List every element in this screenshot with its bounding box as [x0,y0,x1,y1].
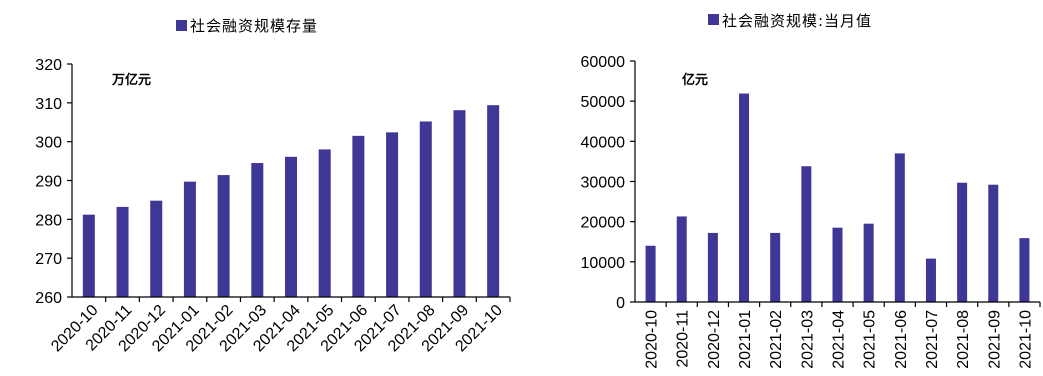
bar [801,166,812,302]
y-tick-label: 20000 [581,215,626,232]
x-tick-label: 2021-04 [831,310,848,369]
bar [863,223,874,302]
x-tick-label: 2021-01 [737,310,754,369]
bar [183,181,196,297]
unit-label: 万亿元 [111,72,151,88]
bar [487,105,500,297]
y-tick-label: 320 [35,57,62,74]
bar [1019,238,1030,302]
x-tick-label: 2021-06 [893,310,910,369]
bar [988,184,999,302]
bar [832,227,843,302]
monthly-chart: 社会融资规模:当月值 亿元 0 10000 20000 30000 40000 50000… [581,12,1041,369]
y-tick-label: 50000 [581,94,626,111]
bar [251,163,264,297]
bar [116,206,129,297]
x-tick-label: 2021-02 [768,310,785,369]
y-tick-label: 0 [616,295,625,312]
bar [453,110,466,297]
x-tick-label: 2021-09 [986,310,1003,369]
bar [676,216,687,302]
bar [285,156,297,297]
y-tick-label: 300 [35,135,62,152]
y-tick-label: 60000 [581,54,626,71]
bar [352,135,365,297]
bar [419,121,432,298]
legend-label: 社会融资规模存量 [190,17,318,35]
x-tick-label: 2021-08 [955,310,972,369]
x-tick-label: 2021-07 [924,310,941,369]
y-tick-label: 260 [35,290,62,307]
bar [739,93,750,302]
legend-swatch [708,14,719,25]
y-tick-label: 280 [35,212,62,229]
bar [770,232,781,302]
bar [707,232,718,302]
bar [217,175,230,297]
y-tick-label: 10000 [581,255,626,272]
y-tick-label: 310 [35,96,62,113]
bar [386,132,399,297]
unit-label: 亿元 [682,72,708,88]
bar [925,258,936,302]
y-tick-label: 270 [35,251,62,268]
bar [894,153,905,302]
bar [957,182,968,302]
x-tick-label: 2021-10 [1017,310,1034,369]
bar [82,214,95,297]
legend-label: 社会融资规模:当月值 [722,12,872,30]
y-tick-label: 40000 [581,134,626,151]
x-tick-label: 2020-10 [644,310,661,369]
bar [645,245,656,302]
x-tick-label: 2021-05 [862,310,879,369]
y-tick-label: 30000 [581,175,626,192]
x-tick-label: 2020-11 [675,310,692,368]
x-tick-label: 2020-12 [706,310,723,369]
bar [150,200,163,297]
bar [318,149,331,297]
y-tick-label: 290 [35,174,62,191]
legend-swatch [176,20,187,31]
x-tick-label: 2021-03 [799,310,816,369]
